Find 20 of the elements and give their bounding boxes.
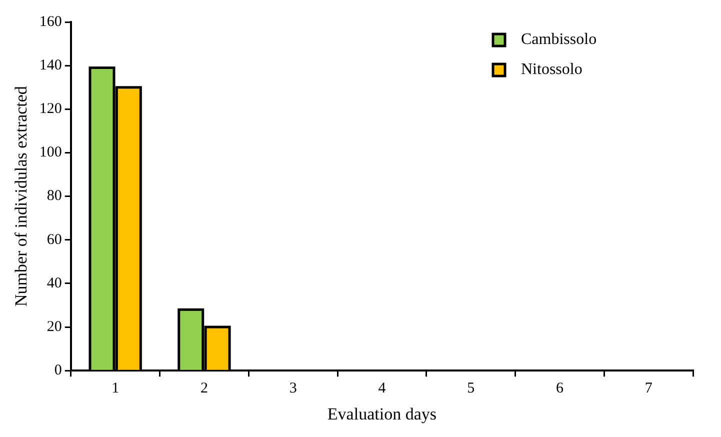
x-tick-label: 6 (556, 380, 564, 397)
x-tick-label: 4 (378, 380, 386, 397)
y-tick-label: 80 (46, 188, 62, 204)
x-tick-label: 3 (289, 380, 297, 397)
y-tick-label: 20 (46, 318, 62, 335)
y-tick-label: 120 (39, 101, 62, 118)
legend-label: Cambissolo (521, 31, 597, 48)
legend-label: Nitossolo (521, 61, 582, 78)
y-tick-label: 60 (46, 232, 62, 248)
x-axis-title: Evaluation days (327, 404, 436, 424)
y-axis-title: Number of individulas extracted (12, 86, 31, 307)
x-tick-label: 5 (467, 380, 475, 397)
y-tick-label: 0 (54, 362, 62, 379)
y-tick-label: 160 (39, 14, 62, 30)
y-tick-label: 100 (39, 144, 62, 161)
y-tick-label: 140 (39, 58, 62, 74)
x-tick-label: 2 (200, 380, 208, 397)
x-tick-label: 1 (112, 380, 120, 397)
y-tick-label: 40 (46, 275, 62, 292)
x-tick-label: 7 (644, 380, 653, 397)
